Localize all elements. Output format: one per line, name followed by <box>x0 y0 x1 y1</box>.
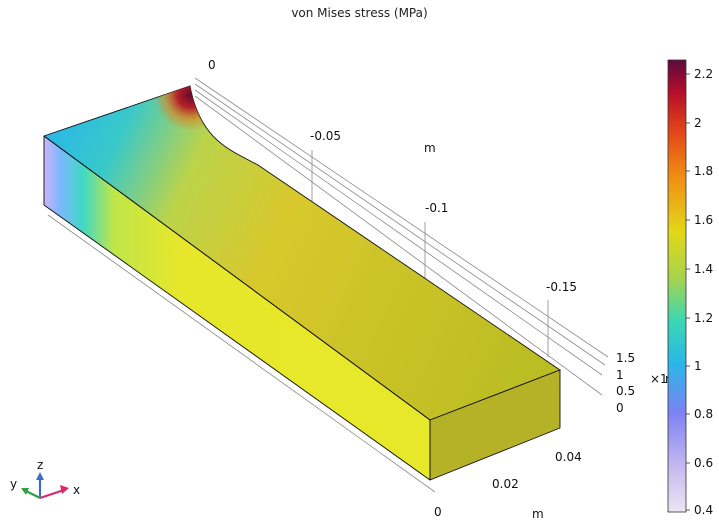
triad-y-arrow <box>25 490 41 499</box>
colorbar-gradient <box>667 59 687 513</box>
y-tick-1: -0.05 <box>310 129 341 143</box>
colorbar-tick-label: 0.4 <box>694 503 713 517</box>
colorbar-tick-label: 1.2 <box>694 311 713 325</box>
z-tick-3: 0 <box>616 401 624 415</box>
colorbar-tick-label: 0.6 <box>694 456 713 470</box>
x-tick-0: 0.04 <box>555 450 582 464</box>
triad-x-label: x <box>73 483 80 497</box>
colorbar-tick-label: 1.8 <box>694 164 713 178</box>
beam-edges <box>43 135 431 481</box>
z-tick-0: 1.5 <box>616 351 635 365</box>
y-axis-unit: m <box>424 141 436 155</box>
colorbar-ticks <box>686 73 690 511</box>
colorbar-tick-label: 1.6 <box>694 213 713 227</box>
colorbar-tick-label: 1 <box>694 359 702 373</box>
triad-x-arrow <box>39 488 65 500</box>
y-tick-2: -0.1 <box>425 201 448 215</box>
axis-triad: x z y <box>10 458 80 500</box>
axis-grid <box>43 77 609 493</box>
x-axis-unit: m <box>532 507 544 521</box>
y-tick-3: -0.15 <box>546 280 577 294</box>
x-tick-2: 0 <box>434 505 442 519</box>
x-tick-1: 0.02 <box>492 477 519 491</box>
colorbar-tick-label: 0.8 <box>694 407 713 421</box>
triad-y-label: y <box>10 477 17 491</box>
z-axis-exponent: ×1 <box>650 372 668 386</box>
colorbar-tick-label: 2 <box>694 116 702 130</box>
plot-title: von Mises stress (MPa) <box>291 6 428 20</box>
z-tick-1: 1 <box>616 368 624 382</box>
colorbar-tick-label: 1.4 <box>694 262 713 276</box>
y-tick-0: 0 <box>208 58 216 72</box>
colorbar: 2.2 2 1.8 1.6 1.4 1.2 1 0.8 0.6 0.4 <box>667 59 713 517</box>
colorbar-tick-label: 2.2 <box>694 67 713 81</box>
z-tick-2: 0.5 <box>616 384 635 398</box>
triad-z-label: z <box>37 458 43 472</box>
